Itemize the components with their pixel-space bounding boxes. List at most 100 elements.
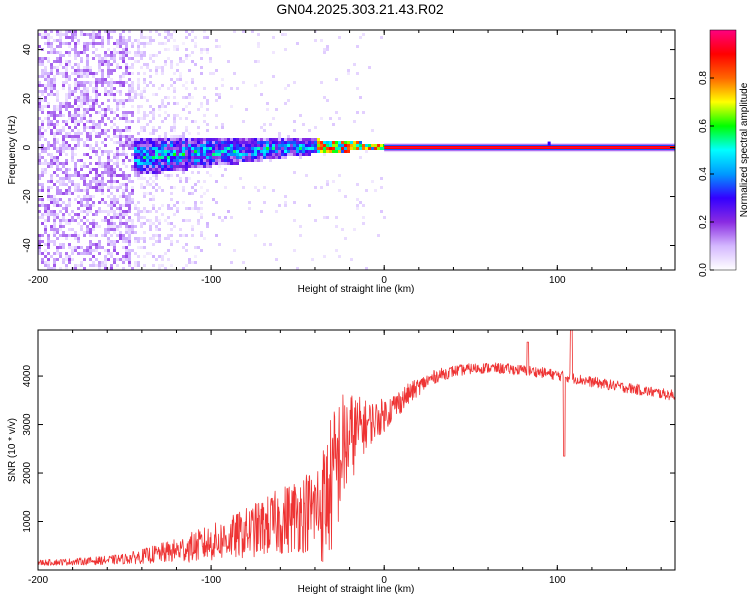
heatmap-cell xyxy=(53,138,56,141)
heatmap-cell xyxy=(68,60,71,63)
heatmap-cell xyxy=(194,36,197,39)
heatmap-cell xyxy=(116,153,119,156)
heatmap-cell xyxy=(80,117,83,120)
heatmap-cell xyxy=(227,144,230,147)
heatmap-cell xyxy=(83,117,86,120)
heatmap-cell xyxy=(101,42,104,45)
heatmap-cell xyxy=(50,267,53,270)
heatmap-cell xyxy=(125,255,128,258)
heatmap-cell xyxy=(56,165,59,168)
heatmap-cell xyxy=(305,144,308,147)
heatmap-cell xyxy=(257,147,260,150)
heatmap-cell xyxy=(62,261,65,264)
heatmap-cell xyxy=(98,183,101,186)
heatmap-cell xyxy=(86,144,89,147)
heatmap-cell xyxy=(146,162,149,165)
heatmap-cell xyxy=(293,129,296,132)
heatmap-cell xyxy=(173,225,176,228)
heatmap-cell xyxy=(41,168,44,171)
heatmap-cell xyxy=(65,120,68,123)
heatmap-cell xyxy=(197,162,200,165)
heatmap-cell xyxy=(173,120,176,123)
heatmap-cell xyxy=(62,246,65,249)
heatmap-cell xyxy=(80,51,83,54)
heatmap-cell xyxy=(80,198,83,201)
heatmap-cell xyxy=(89,36,92,39)
heatmap-cell xyxy=(194,189,197,192)
heatmap-cell xyxy=(92,123,95,126)
heatmap-cell xyxy=(206,150,209,153)
heatmap-cell xyxy=(41,108,44,111)
heatmap-cell xyxy=(380,186,383,189)
heatmap-cell xyxy=(83,216,86,219)
heatmap-cell xyxy=(56,57,59,60)
heatmap-cell xyxy=(164,42,167,45)
heatmap-cell xyxy=(179,162,182,165)
heatmap-cell xyxy=(203,180,206,183)
heatmap-cell xyxy=(95,189,98,192)
heatmap-cell xyxy=(260,210,263,213)
heatmap-cell xyxy=(173,48,176,51)
heatmap-cell xyxy=(125,198,128,201)
heatmap-cell xyxy=(77,141,80,144)
heatmap-cell xyxy=(92,213,95,216)
heatmap-cell xyxy=(62,105,65,108)
heatmap-cell xyxy=(173,72,176,75)
heatmap-cell xyxy=(59,246,62,249)
heatmap-cell xyxy=(119,93,122,96)
heatmap-cell xyxy=(98,33,101,36)
heatmap-cell xyxy=(161,69,164,72)
heatmap-cell xyxy=(188,33,191,36)
heatmap-cell xyxy=(134,261,137,264)
heatmap-cell xyxy=(293,141,296,144)
heatmap-cell xyxy=(176,102,179,105)
heatmap-cell xyxy=(95,180,98,183)
heatmap-cell xyxy=(221,156,224,159)
heatmap-cell xyxy=(110,72,113,75)
heatmap-cell xyxy=(374,189,377,192)
heatmap-cell xyxy=(170,84,173,87)
heatmap-cell xyxy=(53,183,56,186)
heatmap-cell xyxy=(44,243,47,246)
heatmap-cell xyxy=(158,255,161,258)
heatmap-cell xyxy=(197,126,200,129)
heatmap-cell xyxy=(143,87,146,90)
heatmap-cell xyxy=(188,159,191,162)
heatmap-cell xyxy=(65,51,68,54)
heatmap-cell xyxy=(86,120,89,123)
heatmap-cell xyxy=(110,228,113,231)
heatmap-cell xyxy=(170,135,173,138)
heatmap-cell xyxy=(191,225,194,228)
heatmap-cell xyxy=(59,198,62,201)
heatmap-cell xyxy=(212,156,215,159)
heatmap-cell xyxy=(59,105,62,108)
heatmap-cell xyxy=(53,159,56,162)
heatmap-cell xyxy=(206,156,209,159)
heatmap-cell xyxy=(116,129,119,132)
heatmap-cell xyxy=(86,225,89,228)
heatmap-cell xyxy=(188,165,191,168)
heatmap-cell xyxy=(62,75,65,78)
heatmap-cell xyxy=(224,159,227,162)
heatmap-cell xyxy=(122,258,125,261)
x-tick-label: -100 xyxy=(201,275,221,286)
heatmap-cell xyxy=(50,84,53,87)
heatmap-cell xyxy=(131,201,134,204)
heatmap-cell xyxy=(92,264,95,267)
heatmap-cell xyxy=(56,162,59,165)
heatmap-cell xyxy=(53,222,56,225)
heatmap-cell xyxy=(179,153,182,156)
heatmap-cell xyxy=(185,141,188,144)
heatmap-cell xyxy=(128,198,131,201)
heatmap-cell xyxy=(119,219,122,222)
heatmap-cell xyxy=(137,60,140,63)
heatmap-cell xyxy=(359,144,362,147)
heatmap-cell xyxy=(155,141,158,144)
heatmap-cell xyxy=(110,192,113,195)
heatmap-cell xyxy=(125,201,128,204)
heatmap-cell xyxy=(320,147,323,150)
heatmap-cell xyxy=(50,228,53,231)
heatmap-cell xyxy=(59,54,62,57)
heatmap-cell xyxy=(257,42,260,45)
heatmap-cell xyxy=(170,222,173,225)
